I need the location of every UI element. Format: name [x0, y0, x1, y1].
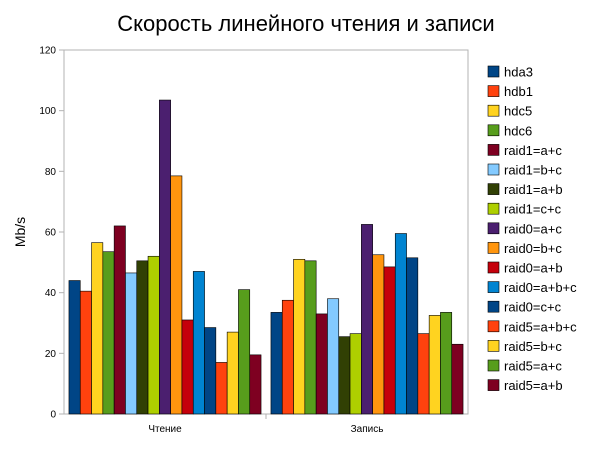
y-tick-label: 80	[45, 167, 57, 178]
bar-hdc5-write	[293, 258, 306, 415]
legend-swatch	[487, 104, 500, 117]
legend-swatch	[487, 261, 500, 274]
bar-raid0=a+b+c-read	[192, 271, 205, 415]
legend-swatch	[487, 144, 500, 156]
legend-label: hdc5	[504, 104, 532, 119]
bar-hdb1-read	[79, 290, 92, 415]
bar-raid5=a+b-write	[451, 343, 464, 415]
legend-swatch	[487, 222, 500, 235]
bar-raid0=b+c-write	[372, 254, 385, 415]
y-tick-label: 120	[39, 46, 56, 57]
bar-raid0=a+b-read	[181, 319, 194, 415]
legend-swatch	[487, 281, 500, 293]
bar-raid5=b+c-write	[428, 315, 441, 415]
legend-label: raid5=a+b	[504, 378, 563, 393]
legend-label: raid0=a+b+c	[504, 280, 577, 295]
legend-swatch	[487, 320, 500, 333]
bar-raid5=a+b+c-read	[215, 362, 228, 415]
legend-swatch	[487, 340, 500, 352]
legend-swatch	[487, 242, 500, 254]
bar-raid5=a+b+c-write	[417, 333, 430, 415]
legend-label: hdb1	[504, 84, 533, 99]
legend-swatch	[487, 163, 500, 176]
legend-label: raid0=a+b	[504, 261, 563, 276]
bar-raid5=b+c-read	[226, 331, 239, 415]
legend-label: raid0=c+c	[504, 300, 562, 315]
legend-swatch	[487, 124, 500, 137]
legend: hda3 hdb1 hdc5 hdc6 raid1=a+c raid1=b+c raid1=…	[487, 65, 577, 393]
legend-label: raid0=a+c	[504, 221, 562, 236]
legend-label: hdc6	[504, 123, 532, 138]
legend-swatch	[487, 85, 500, 97]
bar-raid1=a+c-write	[315, 313, 328, 415]
x-tick-label: Чтение	[148, 424, 182, 435]
bar-raid5=a+c-read	[238, 289, 251, 415]
bar-hdc6-write	[304, 260, 317, 415]
bar-hdc5-read	[91, 242, 104, 415]
y-tick-label: 60	[45, 228, 57, 239]
bar-raid0=c+c-write	[406, 257, 419, 415]
bar-hdb1-write	[281, 299, 294, 415]
bar-raid1=a+b-read	[136, 260, 149, 415]
bar-raid0=a+b+c-write	[394, 233, 407, 415]
legend-label: raid5=a+b+c	[504, 319, 577, 334]
legend-label: raid1=c+c	[504, 202, 562, 217]
legend-swatch	[487, 359, 500, 372]
y-tick-label: 0	[50, 410, 56, 421]
y-tick-label: 100	[39, 106, 56, 117]
bar-raid5=a+b-read	[249, 354, 262, 415]
legend-swatch	[487, 300, 500, 313]
bar-hda3-write	[270, 312, 283, 415]
legend-label: raid5=b+c	[504, 339, 562, 354]
bar-raid0=b+c-read	[170, 175, 183, 415]
bar-raid1=c+c-read	[147, 255, 160, 415]
legend-label: raid0=b+c	[504, 241, 562, 256]
x-tick-label: Запись	[351, 424, 384, 435]
bar-hda3-read	[68, 280, 81, 415]
bar-raid0=a+c-read	[159, 99, 171, 415]
plot-area: 0 20 40 60 80 100 120 Чтение Запись	[39, 46, 469, 435]
legend-label: raid1=b+c	[504, 163, 562, 178]
legend-label: raid1=a+b	[504, 182, 563, 197]
bar-raid0=a+c-write	[361, 224, 373, 415]
bar-raid1=b+c-read	[125, 272, 138, 415]
bar-raid1=a+b-write	[338, 336, 351, 415]
bar-raid5=a+c-write	[440, 312, 453, 415]
bar-raid1=b+c-write	[327, 298, 340, 415]
legend-swatch	[487, 183, 500, 195]
bar-raid1=a+c-read	[113, 225, 126, 415]
legend-label: raid1=a+c	[504, 143, 562, 158]
legend-label: raid5=a+c	[504, 359, 562, 374]
y-axis-label: Mb/s	[12, 217, 28, 247]
legend-swatch	[487, 65, 500, 78]
legend-swatch	[487, 202, 500, 215]
legend-label: hda3	[504, 65, 533, 80]
y-tick-label: 40	[45, 288, 57, 299]
legend-swatch	[487, 379, 500, 391]
y-tick-label: 20	[45, 349, 57, 360]
chart-title: Скорость линейного чтения и записи	[117, 11, 494, 36]
bar-raid0=a+b-write	[383, 266, 396, 415]
bar-raid0=c+c-read	[204, 327, 217, 415]
bar-raid1=c+c-write	[349, 333, 362, 415]
bar-hdc6-read	[102, 251, 115, 415]
